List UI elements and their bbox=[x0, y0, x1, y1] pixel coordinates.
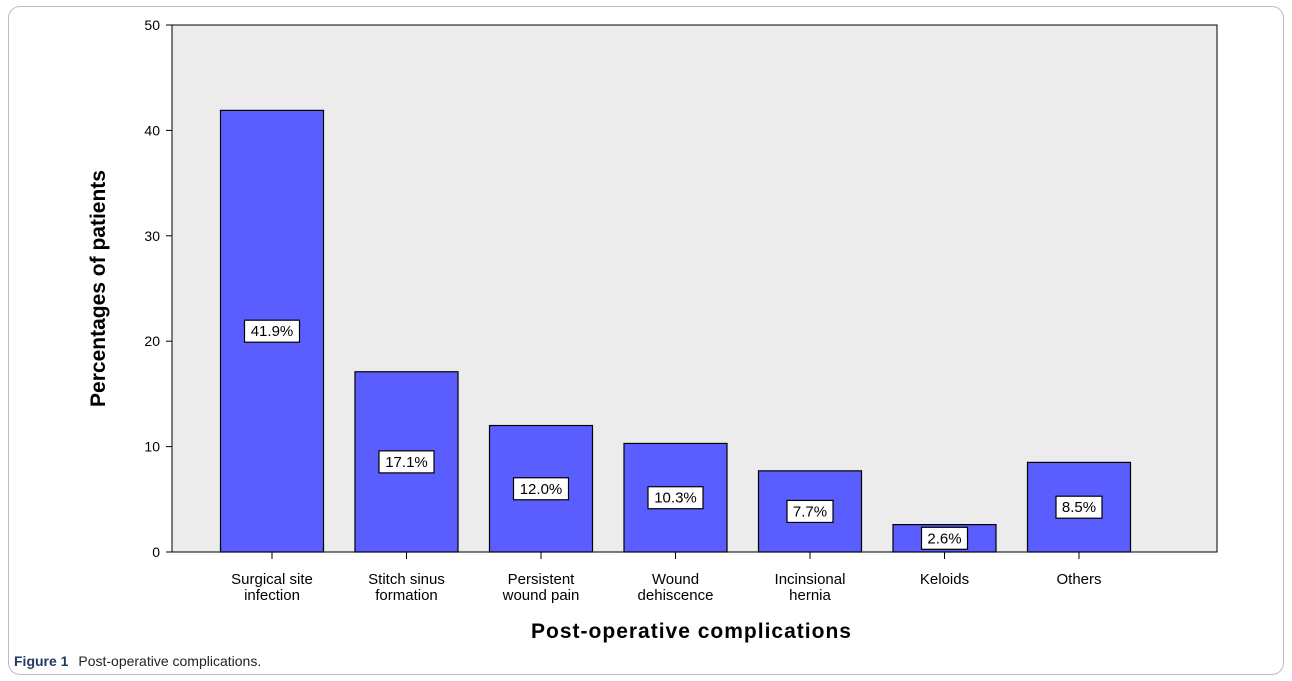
bars: 41.9% 17.1% 12.0% 10.3% 7.7% 2.6% 8.5% bbox=[219, 109, 1132, 553]
x-tick-label: Persistent wound pain bbox=[502, 571, 580, 604]
x-tick-label: Incinsional hernia bbox=[775, 571, 846, 604]
data-label-box bbox=[512, 477, 570, 501]
figure-label: Figure 1 bbox=[14, 653, 69, 669]
x-tick-label: Stitch sinus formation bbox=[368, 571, 445, 604]
data-label: 10.3% bbox=[654, 490, 697, 507]
data-label-box bbox=[786, 499, 834, 524]
x-tick-label: Wound dehiscence bbox=[638, 571, 714, 604]
y-axis-title: Percentages of patients bbox=[87, 170, 110, 407]
y-tick-label: 20 bbox=[144, 333, 160, 349]
data-label: 7.7% bbox=[793, 503, 827, 520]
data-label-box bbox=[378, 450, 435, 474]
y-tick-label: 10 bbox=[144, 439, 160, 455]
y-tick-label: 50 bbox=[144, 17, 160, 33]
y-tick-label: 0 bbox=[152, 544, 160, 560]
y-axis: 0 10 20 30 40 50 bbox=[144, 17, 172, 560]
data-label-box bbox=[920, 526, 969, 550]
x-tick-label: Keloids bbox=[920, 571, 969, 588]
figure-caption-text: Post-operative complications. bbox=[78, 653, 262, 669]
x-axis: Surgical site infection Stitch sinus format… bbox=[231, 552, 1102, 604]
y-tick-label: 40 bbox=[144, 122, 160, 138]
bar bbox=[488, 424, 594, 553]
data-label-box bbox=[1055, 495, 1103, 519]
figure-caption: Figure 1 Post-operative complications. bbox=[14, 653, 261, 669]
data-label-box bbox=[243, 319, 301, 343]
y-tick-label: 30 bbox=[144, 228, 160, 244]
x-tick-label: Others bbox=[1056, 571, 1101, 588]
x-tick-label: Surgical site infection bbox=[231, 571, 313, 604]
data-label: 41.9% bbox=[251, 323, 294, 340]
data-label: 8.5% bbox=[1062, 499, 1096, 516]
data-label: 17.1% bbox=[385, 454, 428, 471]
x-axis-title: Post-operative complications bbox=[531, 620, 852, 643]
data-label: 2.6% bbox=[927, 530, 961, 547]
data-label-box bbox=[647, 486, 704, 510]
data-label: 12.0% bbox=[520, 481, 563, 498]
